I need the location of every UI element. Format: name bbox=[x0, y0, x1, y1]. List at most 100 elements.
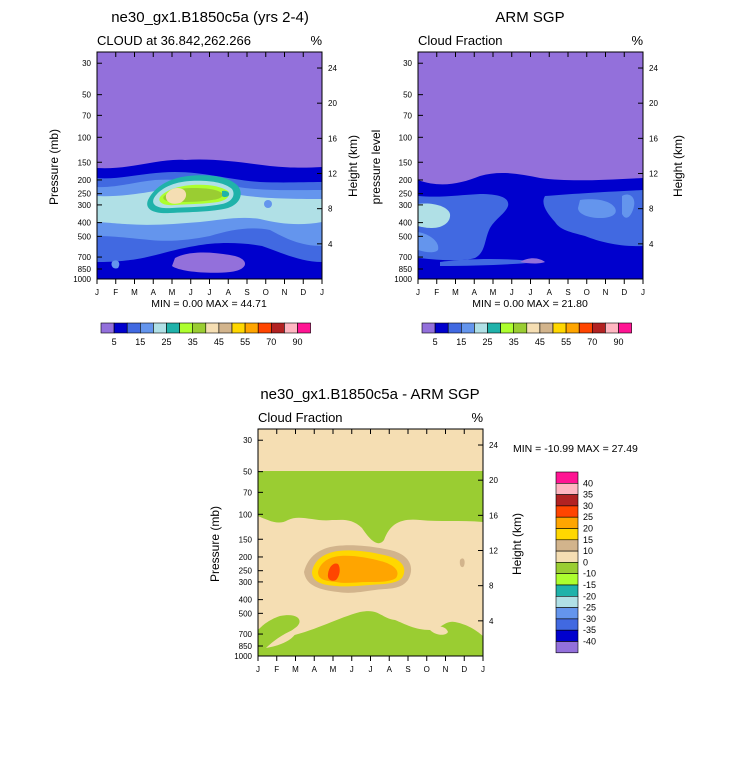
pressure-tick-label: 30 bbox=[403, 59, 412, 68]
colorbar-swatch bbox=[500, 322, 515, 334]
panel3-left-label: Cloud Fraction bbox=[258, 410, 343, 425]
colorbar-swatch bbox=[555, 471, 579, 484]
month-tick-label: J bbox=[320, 288, 324, 297]
panel3-title: ne30_gx1.B1850c5a - ARM SGP bbox=[260, 386, 479, 403]
pressure-tick-label: 1000 bbox=[394, 275, 412, 284]
month-tick-label: F bbox=[274, 665, 279, 674]
height-tick-label: 8 bbox=[649, 205, 654, 214]
panel2-contours bbox=[418, 52, 643, 279]
month-tick-label: F bbox=[434, 288, 439, 297]
height-tick-label: 12 bbox=[649, 170, 658, 179]
month-tick-label: M bbox=[452, 288, 459, 297]
panel1-right-label: % bbox=[310, 33, 322, 48]
height-tick-label: 4 bbox=[489, 617, 494, 626]
height-tick-label: 16 bbox=[649, 134, 658, 143]
colorbar-2: 5 15 25 35 45 55 70 90 bbox=[421, 322, 632, 347]
month-tick-label: S bbox=[244, 288, 249, 297]
colorbar-label: 35 bbox=[583, 490, 593, 500]
colorbar-swatch bbox=[205, 322, 220, 334]
colorbar-swatch bbox=[421, 322, 436, 334]
colorbar-swatch bbox=[284, 322, 298, 334]
colorbar-label: 15 bbox=[456, 337, 466, 347]
month-tick-label: A bbox=[387, 665, 393, 674]
pressure-tick-label: 50 bbox=[403, 91, 412, 100]
colorbar-label: 70 bbox=[587, 337, 597, 347]
month-tick-label: M bbox=[330, 665, 337, 674]
month-tick-label: D bbox=[300, 288, 306, 297]
height-tick-label: 8 bbox=[489, 582, 494, 591]
pressure-tick-label: 400 bbox=[399, 219, 413, 228]
height-tick-label: 4 bbox=[649, 240, 654, 249]
month-tick-label: J bbox=[369, 665, 373, 674]
colorbar-swatch bbox=[555, 539, 579, 552]
pressure-tick-label: 300 bbox=[78, 201, 92, 210]
height-tick-label: 16 bbox=[328, 134, 337, 143]
colorbar-label: 5 bbox=[112, 337, 117, 347]
panel3-y-label: Pressure (mb) bbox=[208, 506, 222, 582]
month-tick-label: A bbox=[472, 288, 478, 297]
colorbar-label: 40 bbox=[583, 478, 593, 488]
month-tick-label: A bbox=[547, 288, 553, 297]
colorbar-label: 25 bbox=[482, 337, 492, 347]
pressure-tick-label: 300 bbox=[239, 578, 253, 587]
month-tick-label: O bbox=[584, 288, 590, 297]
height-tick-label: 16 bbox=[489, 511, 498, 520]
month-tick-label: N bbox=[603, 288, 609, 297]
colorbar-label: -20 bbox=[583, 591, 596, 601]
pressure-tick-label: 400 bbox=[78, 219, 92, 228]
month-tick-label: J bbox=[95, 288, 99, 297]
colorbar-label: 70 bbox=[266, 337, 276, 347]
colorbar-swatch bbox=[487, 322, 501, 334]
panel1-title: ne30_gx1.B1850c5a (yrs 2-4) bbox=[111, 9, 309, 26]
colorbar-label: -30 bbox=[583, 614, 596, 624]
pressure-tick-label: 850 bbox=[78, 265, 92, 274]
panel-obs: ARM SGP Cloud Fraction % 30 50 70 100 150 200… bbox=[369, 9, 685, 347]
month-tick-label: D bbox=[461, 665, 467, 674]
colorbar-label: 35 bbox=[509, 337, 519, 347]
colorbar-swatch bbox=[555, 618, 579, 631]
panel2-title: ARM SGP bbox=[495, 9, 564, 26]
panel3-contours bbox=[258, 429, 483, 656]
colorbar-label: -35 bbox=[583, 625, 596, 635]
colorbar-swatch bbox=[179, 322, 194, 334]
month-tick-label: M bbox=[292, 665, 299, 674]
month-tick-label: M bbox=[169, 288, 176, 297]
colorbar-swatch bbox=[447, 322, 462, 334]
panel1-y-label: Pressure (mb) bbox=[47, 129, 61, 205]
colorbar-label: 10 bbox=[583, 546, 593, 556]
colorbar-swatch bbox=[460, 322, 475, 334]
height-tick-label: 4 bbox=[328, 240, 333, 249]
panel3-y2-label: Height (km) bbox=[510, 513, 524, 575]
pressure-tick-label: 150 bbox=[239, 535, 253, 544]
month-tick-label: M bbox=[490, 288, 497, 297]
pressure-tick-label: 100 bbox=[78, 133, 92, 142]
height-tick-label: 20 bbox=[489, 476, 498, 485]
colorbar-label: 15 bbox=[583, 535, 593, 545]
colorbar-swatch bbox=[555, 641, 579, 654]
pressure-tick-label: 400 bbox=[239, 596, 253, 605]
colorbar-swatch bbox=[513, 322, 528, 334]
pressure-tick-label: 700 bbox=[399, 253, 413, 262]
pressure-tick-label: 250 bbox=[399, 190, 413, 199]
colorbar-swatch bbox=[526, 322, 541, 334]
panel2-right-label: % bbox=[631, 33, 643, 48]
colorbar-label: 15 bbox=[135, 337, 145, 347]
colorbar-swatch bbox=[100, 322, 115, 334]
colorbar-swatch bbox=[140, 322, 154, 334]
month-tick-label: S bbox=[405, 665, 410, 674]
month-tick-label: O bbox=[424, 665, 430, 674]
colorbar-swatch bbox=[555, 550, 579, 563]
colorbar-swatch bbox=[126, 322, 141, 334]
colorbar-swatch bbox=[555, 573, 579, 586]
pressure-tick-label: 200 bbox=[78, 176, 92, 185]
colorbar-swatch bbox=[231, 322, 246, 334]
colorbar-swatch bbox=[555, 505, 579, 518]
month-tick-label: D bbox=[621, 288, 627, 297]
month-tick-label: J bbox=[481, 665, 485, 674]
colorbar-swatch bbox=[618, 322, 632, 334]
panel2-minmax: MIN = 0.00 MAX = 21.80 bbox=[472, 298, 588, 310]
colorbar-label: 5 bbox=[433, 337, 438, 347]
